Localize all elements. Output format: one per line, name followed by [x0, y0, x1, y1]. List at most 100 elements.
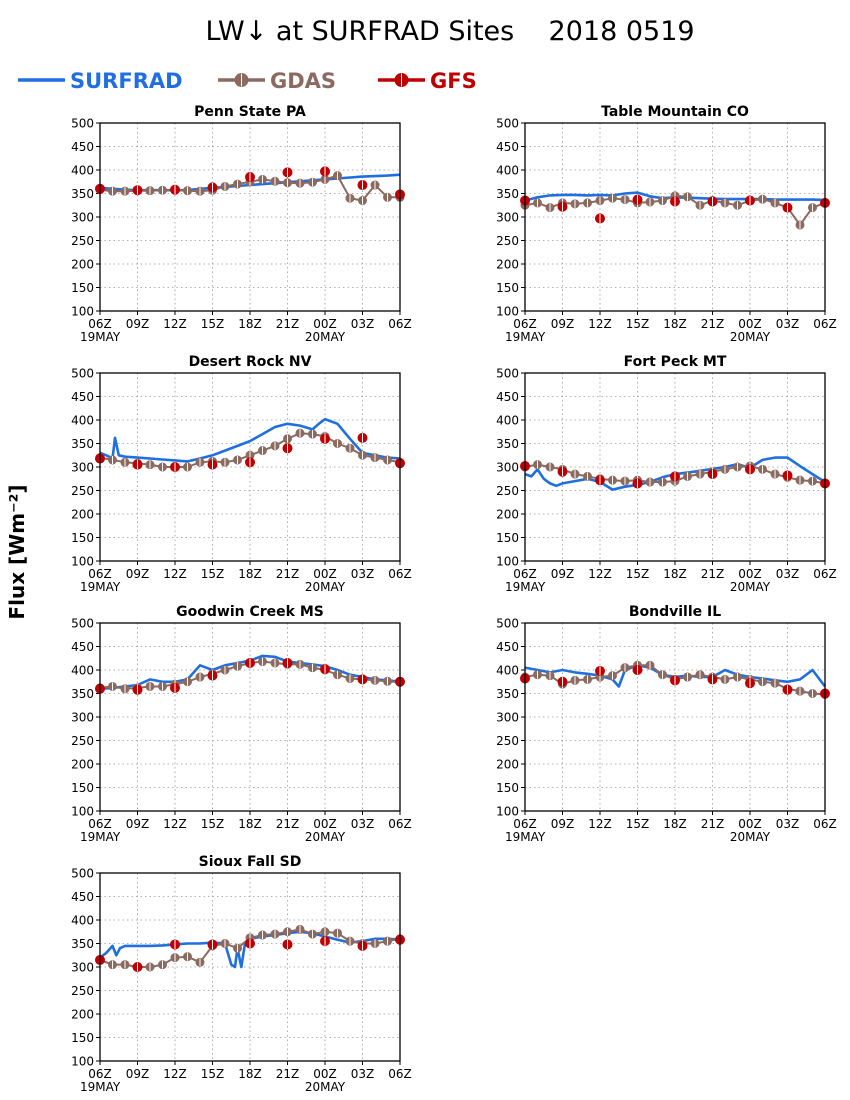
x-tick-label: 06Z [388, 1067, 412, 1081]
plot-frame [524, 122, 826, 312]
plot-frame [99, 122, 401, 312]
data-point [370, 180, 380, 190]
data-point [183, 462, 192, 472]
y-tick-label: 500 [496, 367, 519, 381]
data-point [132, 962, 143, 972]
y-tick-label: 450 [71, 390, 94, 404]
x-tick-label: 09Z [551, 567, 575, 581]
data-point [282, 167, 293, 178]
x-tick-label: 00Z [313, 567, 337, 581]
data-point [357, 180, 368, 191]
data-point [658, 477, 667, 487]
data-point [533, 670, 542, 680]
x-tick-label: 03Z [351, 817, 375, 831]
data-point [758, 464, 767, 474]
data-point [108, 960, 117, 970]
panel-title: Penn State PA [194, 104, 306, 120]
data-point [295, 428, 305, 438]
series-surfrad [99, 417, 401, 463]
plot-frame [524, 372, 826, 562]
y-tick-label: 200 [71, 758, 94, 772]
x-tick-label: 21Z [276, 317, 300, 331]
data-point [345, 443, 355, 453]
data-point [170, 953, 180, 963]
data-point [183, 186, 192, 196]
data-point [782, 202, 793, 213]
y-tick-label: 200 [71, 1008, 94, 1022]
data-point [533, 198, 542, 208]
y-tick-label: 150 [71, 1031, 94, 1045]
y-tick-label: 100 [71, 1055, 94, 1069]
data-point [333, 171, 342, 181]
panel-title: Desert Rock NV [189, 354, 312, 370]
data-point [320, 174, 330, 184]
x-tick-label: 18Z [663, 567, 687, 581]
data-point [782, 470, 793, 481]
data-point [770, 469, 780, 479]
data-point [670, 675, 680, 686]
panels: Penn State PA 100 150 200 250 300 350 400 450 500… [71, 104, 837, 1094]
data-point [707, 674, 718, 685]
data-point [632, 478, 643, 489]
data-point [357, 940, 368, 951]
panel-sioux-fall-sd: Sioux Fall SD 100 150 200 250 300 350 400 450 500… [71, 854, 412, 1094]
data-point [695, 200, 705, 210]
data-point [370, 675, 380, 685]
data-point [795, 475, 805, 485]
series-surfrad [524, 456, 826, 491]
data-point [120, 457, 130, 467]
x-date-label: 20MAY [305, 1080, 346, 1094]
x-date-label: 19MAY [505, 580, 546, 594]
x-tick-label: 21Z [276, 567, 300, 581]
legend-item-surfrad: SURFRAD [18, 69, 183, 93]
y-tick-label: 350 [71, 187, 94, 201]
x-tick-label: 15Z [626, 817, 650, 831]
x-tick-label: 21Z [276, 817, 300, 831]
data-point [745, 195, 755, 206]
panel-fort-peck-mt: Fort Peck MT 100 150 200 250 300 350 400 450 500 0… [496, 354, 837, 594]
data-point [570, 675, 580, 685]
data-point [283, 178, 292, 188]
x-tick-label: 06Z [513, 317, 537, 331]
x-tick-label: 15Z [201, 567, 225, 581]
data-point [195, 957, 205, 967]
data-point [620, 476, 630, 486]
x-date-label: 19MAY [505, 330, 546, 344]
series-line [524, 456, 826, 491]
legend-label: SURFRAD [70, 69, 183, 93]
x-tick-label: 00Z [313, 1067, 337, 1081]
x-date-label: 20MAY [730, 580, 771, 594]
data-point [608, 193, 617, 203]
data-point [207, 182, 218, 193]
y-tick-label: 400 [71, 164, 94, 178]
plot-frame [524, 622, 826, 812]
x-tick-label: 06Z [513, 567, 537, 581]
data-point [595, 213, 605, 224]
data-point [583, 674, 592, 684]
panel-title: Sioux Fall SD [199, 854, 302, 870]
data-point [170, 184, 180, 195]
data-point [333, 439, 342, 448]
series-line [99, 930, 401, 969]
data-point [545, 203, 555, 213]
data-point [770, 198, 780, 208]
data-point [570, 469, 580, 479]
y-tick-label: 300 [496, 211, 519, 225]
data-point [132, 185, 143, 196]
data-point [308, 663, 317, 673]
data-point [258, 930, 267, 940]
x-tick-label: 03Z [351, 1067, 375, 1081]
y-tick-label: 500 [71, 867, 94, 881]
data-point [608, 671, 617, 681]
data-point [745, 464, 755, 475]
data-point [758, 194, 767, 204]
y-tick-label: 150 [71, 531, 94, 545]
data-point [158, 681, 167, 691]
x-tick-label: 06Z [513, 817, 537, 831]
data-point [758, 677, 767, 687]
data-point [170, 939, 180, 950]
y-tick-label: 150 [71, 281, 94, 295]
data-point [108, 186, 117, 196]
x-tick-label: 15Z [201, 317, 225, 331]
data-point [357, 674, 368, 685]
